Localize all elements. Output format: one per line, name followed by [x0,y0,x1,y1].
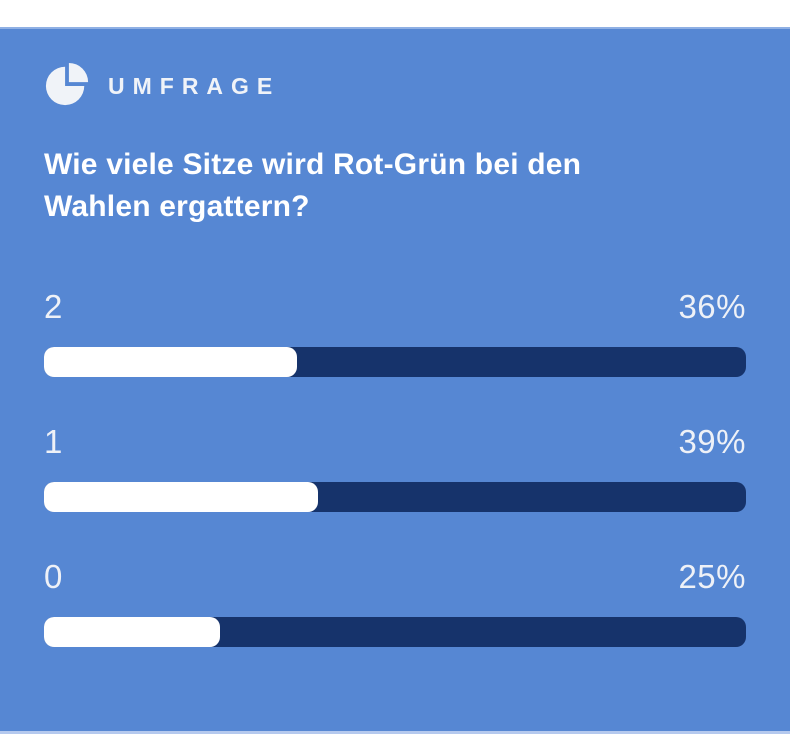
bar-fill [44,617,220,647]
bar-fill [44,347,297,377]
option-label: 1 [44,423,63,460]
option-percent: 36% [678,288,746,325]
option-label: 2 [44,288,63,325]
poll-option-row[interactable]: 1 39% [44,422,746,512]
option-label: 0 [44,558,63,595]
bar-track [44,617,746,647]
kicker-label: UMFRAGE [108,72,281,99]
option-percent: 25% [678,558,746,595]
bar-track [44,347,746,377]
bar-fill [44,482,318,512]
poll-question: Wie viele Sitze wird Rot-Grün bei den Wa… [44,148,582,223]
option-percent: 39% [678,423,746,460]
pie-chart-icon [45,62,89,106]
poll-widget: UMFRAGE Wie viele Sitze wird Rot-Grün be… [0,27,790,734]
poll-option-row[interactable]: 0 25% [44,557,746,647]
poll-kicker: UMFRAGE [44,29,746,108]
bar-track [44,482,746,512]
poll-option-row[interactable]: 2 36% [44,287,746,377]
